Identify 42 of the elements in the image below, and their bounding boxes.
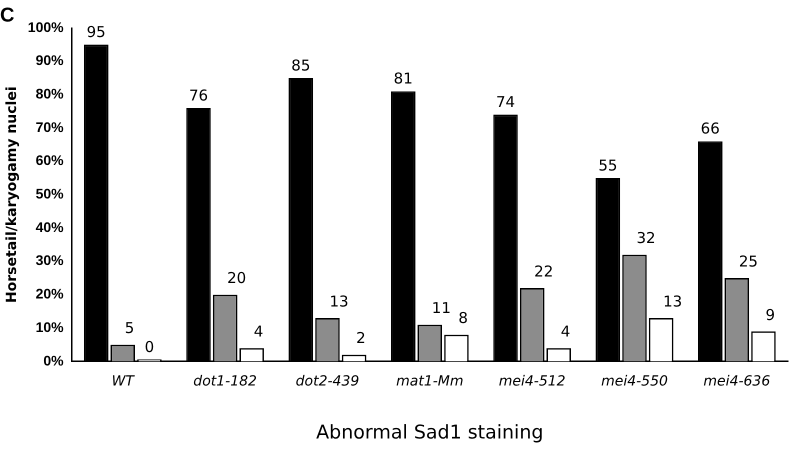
data-label: 13	[329, 292, 349, 310]
data-label: 74	[496, 93, 516, 112]
y-tick-label: 100%	[28, 18, 64, 35]
data-label: 95	[86, 23, 106, 42]
x-tick-label: mei4-636	[703, 373, 770, 390]
data-label: 8	[458, 309, 468, 328]
data-label: 25	[738, 252, 758, 270]
data-label: 11	[432, 299, 451, 318]
data-label: 81	[394, 70, 413, 88]
y-tick-label: 80%	[36, 86, 64, 102]
y-tick-label: 90%	[36, 52, 64, 68]
x-tick-label: dot2-439	[296, 373, 360, 390]
data-label: 66	[700, 120, 720, 138]
data-label: 9	[765, 306, 775, 324]
data-label: 4	[560, 322, 570, 340]
data-label: 55	[598, 156, 618, 174]
data-label: 5	[124, 319, 134, 338]
y-tick-label: 0%	[43, 352, 64, 368]
x-axis-title: Abnormal Sad1 staining	[316, 422, 544, 444]
chart-title: C	[0, 4, 14, 27]
y-tick-label: 30%	[36, 252, 64, 268]
data-label: 32	[636, 229, 656, 248]
y-axis-title: Horsetail/karyogamy nuclei	[4, 86, 20, 304]
data-label: 2	[356, 329, 366, 348]
y-tick-label: 20%	[36, 286, 64, 302]
data-label: 22	[534, 262, 554, 280]
x-tick-label: mei4-550	[601, 373, 668, 390]
x-tick-label: mei4-512	[498, 373, 566, 390]
x-tick-label: WT	[112, 373, 136, 390]
y-tick-label: 50%	[36, 186, 64, 202]
y-tick-label: 60%	[36, 152, 64, 168]
y-tick-label: 10%	[36, 318, 64, 335]
data-label: 0	[144, 338, 154, 356]
y-tick-label: 70%	[36, 118, 64, 135]
data-label: 4	[254, 322, 264, 340]
data-label: 76	[188, 86, 208, 104]
data-label: 13	[663, 292, 682, 310]
x-tick-label: mat1-Mm	[396, 373, 464, 390]
data-label: 20	[227, 269, 246, 288]
data-label: 85	[291, 56, 310, 74]
y-tick-label: 40%	[36, 218, 64, 235]
x-tick-label: dot1-182	[193, 373, 258, 390]
